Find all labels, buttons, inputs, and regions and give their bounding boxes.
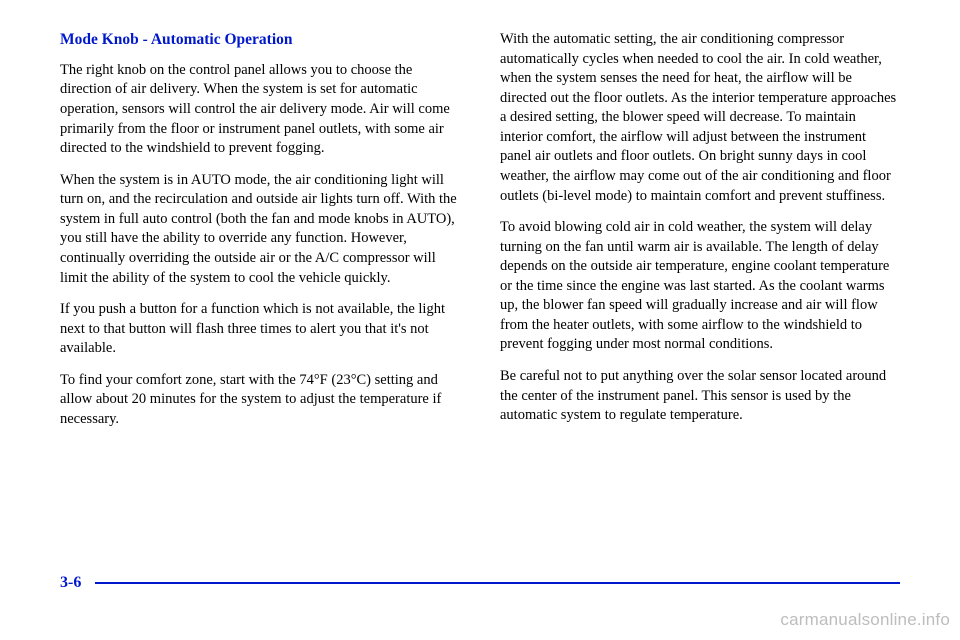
left-column: Mode Knob - Automatic Operation The righ… [60,30,460,441]
paragraph: To avoid blowing cold air in cold weathe… [500,218,900,355]
page-number: 3-6 [60,574,81,592]
paragraph: With the automatic setting, the air cond… [500,30,900,206]
page-content: Mode Knob - Automatic Operation The righ… [0,0,960,441]
paragraph: Be careful not to put anything over the … [500,367,900,426]
section-heading: Mode Knob - Automatic Operation [60,30,460,51]
paragraph: If you push a button for a function whic… [60,300,460,359]
footer-rule [95,582,900,584]
paragraph: When the system is in AUTO mode, the air… [60,171,460,288]
right-column: With the automatic setting, the air cond… [500,30,900,441]
paragraph: To find your comfort zone, start with th… [60,371,460,430]
paragraph: The right knob on the control panel allo… [60,61,460,159]
page-footer: 3-6 [60,574,900,592]
watermark-text: carmanualsonline.info [780,610,950,630]
